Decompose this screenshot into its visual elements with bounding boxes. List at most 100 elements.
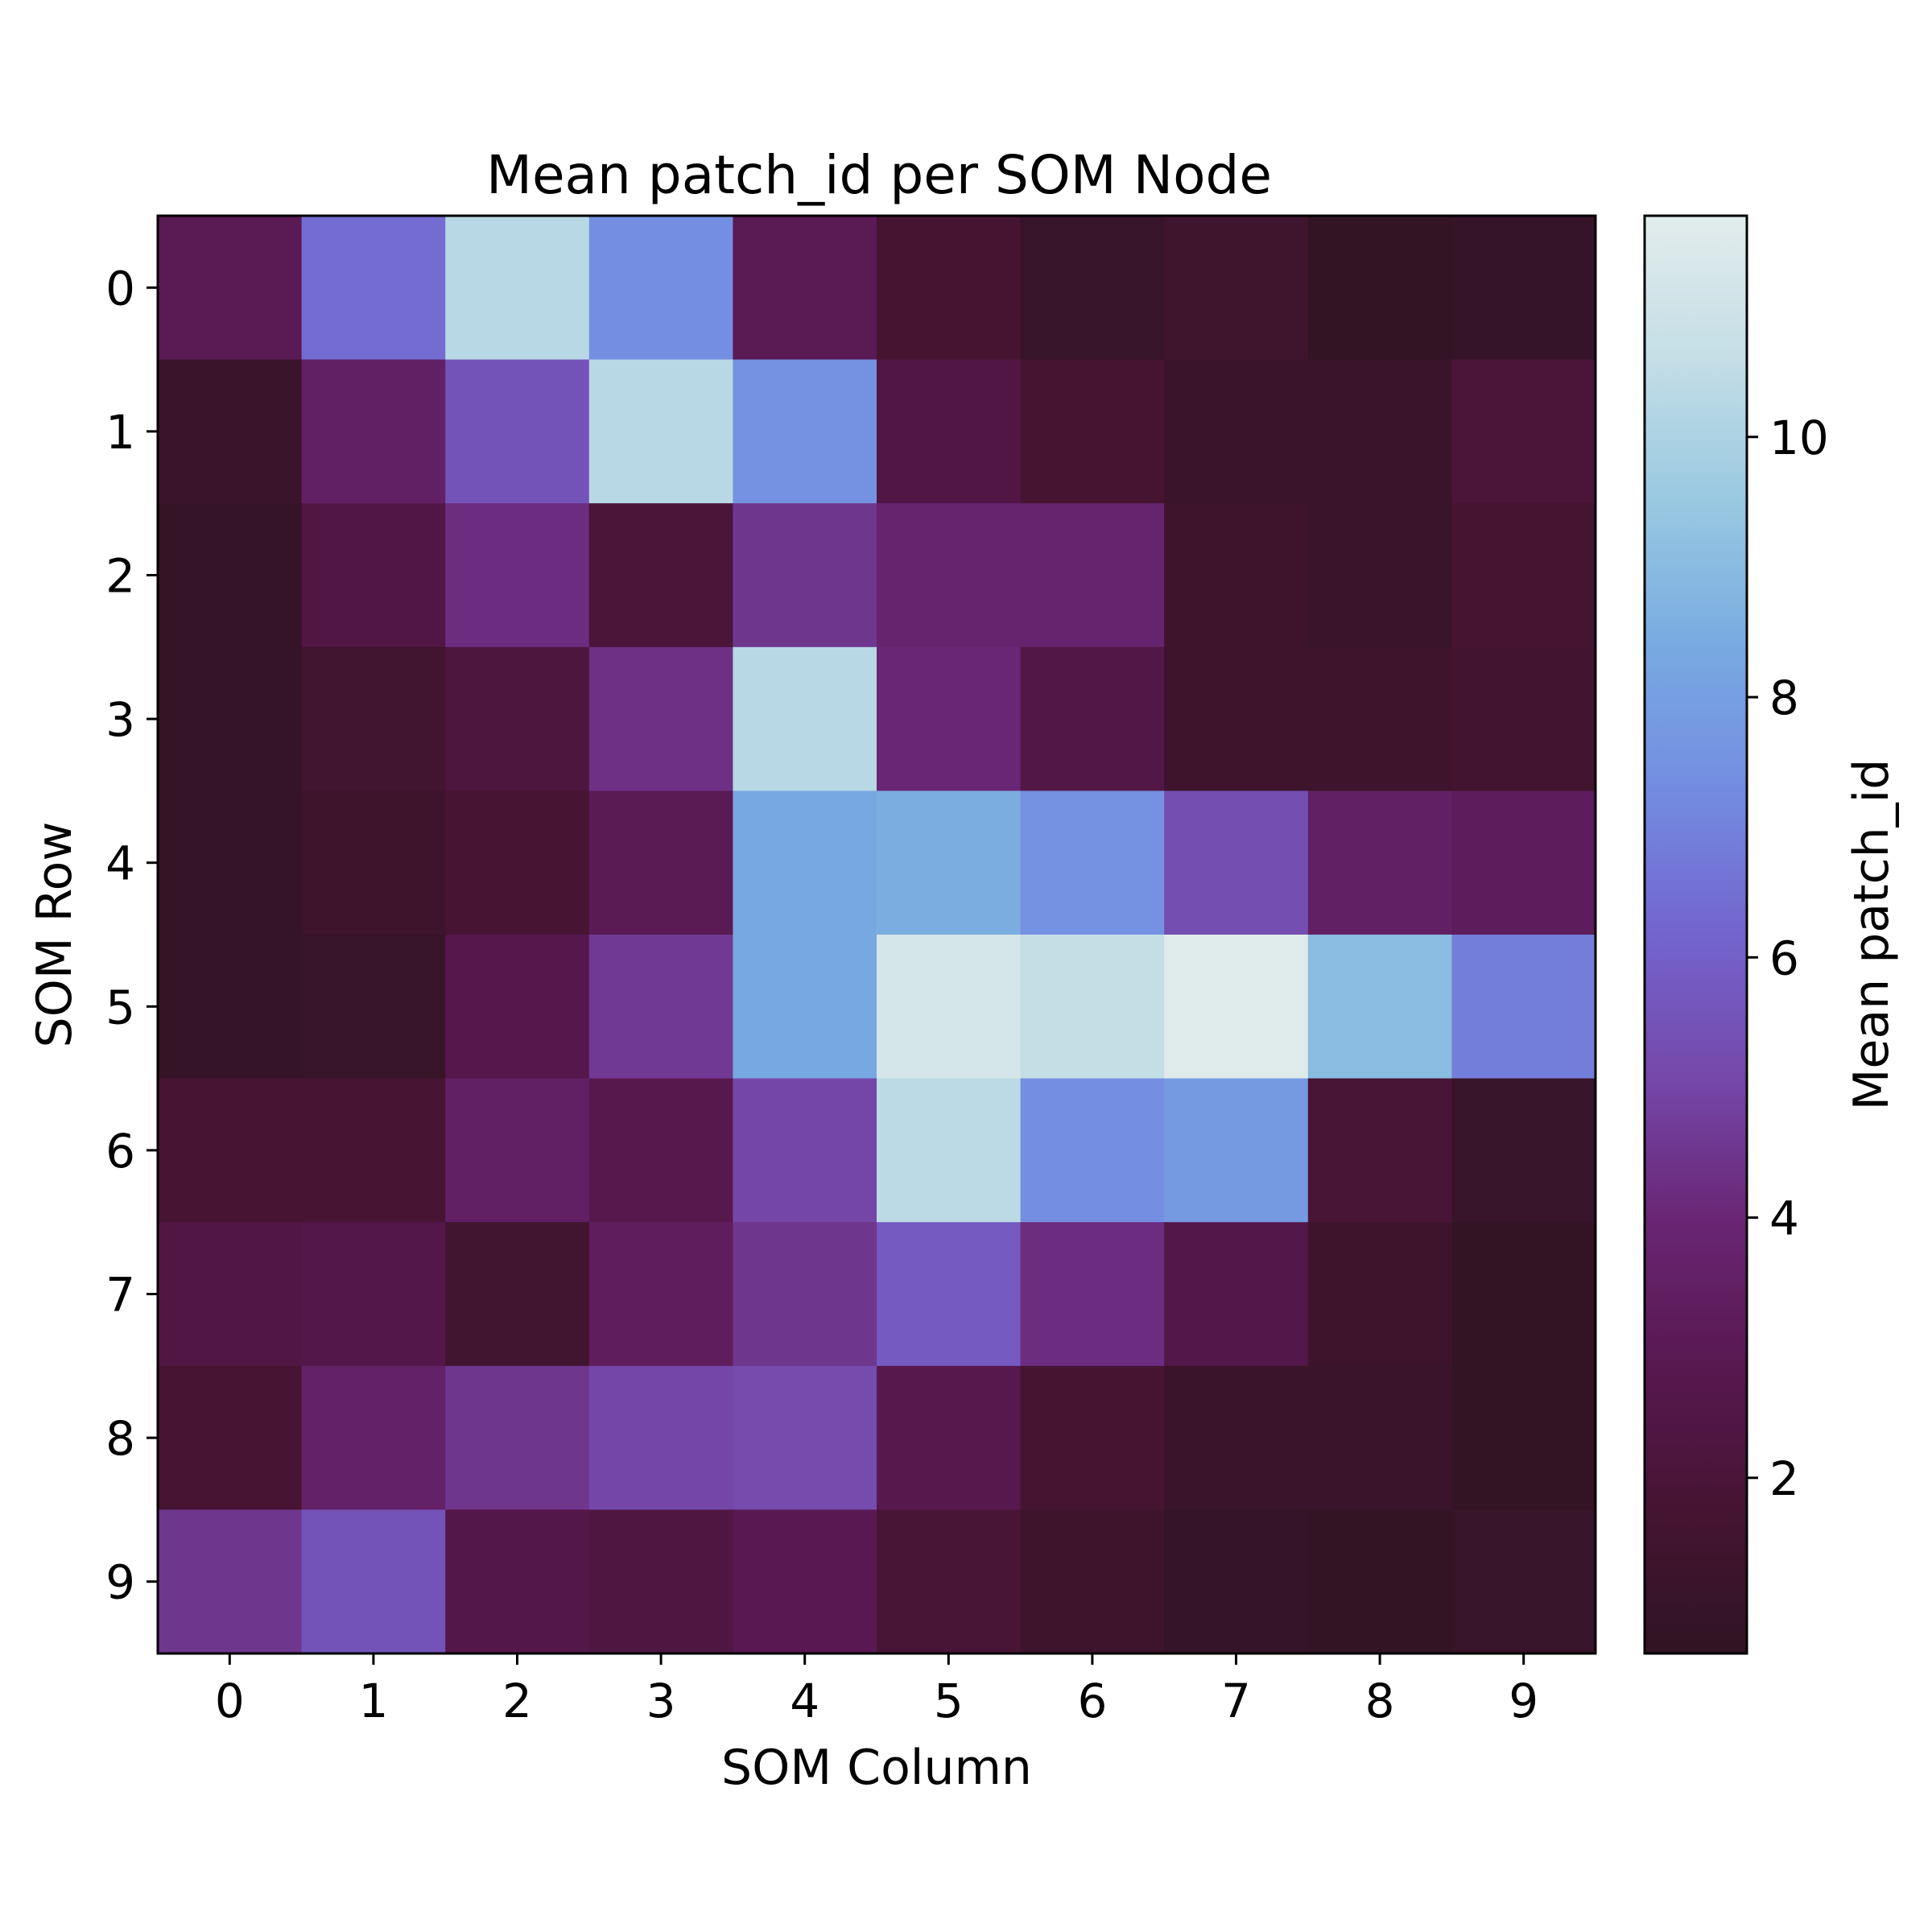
heatmap-cell — [877, 1078, 1022, 1223]
heatmap-cell — [301, 1509, 446, 1654]
heatmap-cell — [1451, 791, 1596, 935]
heatmap-cell — [1307, 1078, 1452, 1223]
heatmap-cell — [588, 359, 733, 504]
heatmap-cell — [588, 646, 733, 791]
heatmap-cell — [1164, 935, 1309, 1080]
heatmap-cell — [1020, 646, 1165, 791]
x-tick-label: 2 — [502, 1674, 532, 1728]
heatmap-cell — [1451, 359, 1596, 504]
x-tick-label: 7 — [1221, 1674, 1251, 1728]
colorbar-ticks: 2 4 6 8 10 — [1747, 411, 1829, 1506]
heatmap-cell — [588, 1078, 733, 1223]
heatmap-cell — [445, 1222, 590, 1367]
colorbar-tick-label: 4 — [1769, 1191, 1799, 1246]
heatmap-cell — [158, 791, 303, 935]
heatmap-cell — [877, 359, 1022, 504]
heatmap-cell — [733, 1078, 877, 1223]
heatmap-cell — [733, 359, 877, 504]
heatmap-cell — [1020, 503, 1165, 648]
x-tick-label: 8 — [1365, 1674, 1395, 1728]
heatmap-cell — [1307, 1365, 1452, 1510]
heatmap-cell — [1164, 1365, 1309, 1510]
heatmap-cell — [1307, 791, 1452, 935]
x-tick-label: 1 — [358, 1674, 388, 1728]
heatmap-cell — [877, 646, 1022, 791]
heatmap-cell — [1451, 935, 1596, 1080]
heatmap-cell — [733, 1509, 877, 1654]
heatmap-cell — [445, 216, 590, 361]
x-axis-ticks: 0 1 2 3 4 5 6 7 8 9 — [215, 1653, 1538, 1728]
heatmap-cell — [301, 935, 446, 1080]
heatmap-cell — [1307, 1509, 1452, 1654]
heatmap-cell — [158, 216, 303, 361]
x-tick-label: 9 — [1509, 1674, 1538, 1728]
heatmap-cell — [1451, 1222, 1596, 1367]
colorbar-tick-label: 10 — [1769, 411, 1829, 465]
heatmap-cell — [877, 503, 1022, 648]
heatmap-cell — [301, 216, 446, 361]
heatmap-cell — [588, 1222, 733, 1367]
x-tick-label: 4 — [790, 1674, 819, 1728]
heatmap-cell — [1307, 1222, 1452, 1367]
heatmap-cell — [1451, 1365, 1596, 1510]
heatmap-cell — [733, 1222, 877, 1367]
heatmap-cell — [877, 1365, 1022, 1510]
y-tick-label: 3 — [105, 692, 135, 747]
colorbar-tick-label: 2 — [1769, 1451, 1799, 1506]
heatmap-cells — [158, 216, 1596, 1654]
heatmap-cell — [588, 935, 733, 1080]
y-tick-label: 1 — [105, 405, 135, 460]
heatmap-cell — [158, 935, 303, 1080]
y-tick-label: 5 — [105, 980, 135, 1034]
heatmap-cell — [733, 503, 877, 648]
y-axis-label: SOM Row — [27, 822, 83, 1048]
heatmap-cell — [158, 646, 303, 791]
y-tick-label: 2 — [105, 549, 135, 604]
heatmap-cell — [877, 935, 1022, 1080]
y-tick-label: 4 — [105, 836, 135, 891]
heatmap-cell — [1020, 216, 1165, 361]
heatmap-cell — [1451, 646, 1596, 791]
heatmap-cell — [1451, 216, 1596, 361]
heatmap-cell — [1451, 503, 1596, 648]
x-tick-label: 6 — [1077, 1674, 1107, 1728]
heatmap-cell — [301, 503, 446, 648]
y-tick-label: 7 — [105, 1268, 135, 1323]
heatmap-cell — [1307, 646, 1452, 791]
heatmap-cell — [158, 1365, 303, 1510]
y-axis-ticks: 0 1 2 3 4 5 6 7 8 9 — [105, 261, 158, 1610]
heatmap-cell — [445, 1365, 590, 1510]
heatmap-cell — [733, 216, 877, 361]
heatmap-cell — [158, 503, 303, 648]
heatmap-cell — [1307, 216, 1452, 361]
heatmap-cell — [301, 646, 446, 791]
plot-frame — [156, 214, 1597, 1655]
heatmap-cell — [1020, 1078, 1165, 1223]
heatmap-cell — [1020, 1365, 1165, 1510]
heatmap-cell — [1020, 1222, 1165, 1367]
y-tick-label: 0 — [105, 261, 135, 316]
heatmap-cell — [1020, 1509, 1165, 1654]
colorbar-tick-label: 6 — [1769, 931, 1799, 985]
heatmap-cell — [733, 646, 877, 791]
heatmap-cell — [588, 791, 733, 935]
heatmap-cell — [733, 935, 877, 1080]
heatmap-cell — [1164, 359, 1309, 504]
y-tick-label: 8 — [105, 1411, 135, 1466]
heatmap-cell — [1020, 791, 1165, 935]
x-tick-label: 0 — [215, 1674, 245, 1728]
heatmap-cell — [588, 1365, 733, 1510]
y-tick-label: 6 — [105, 1124, 135, 1179]
heatmap-cell — [588, 216, 733, 361]
heatmap-cell — [1020, 359, 1165, 504]
heatmap-cell — [301, 359, 446, 504]
heatmap-cell — [1307, 359, 1452, 504]
x-tick-label: 5 — [934, 1674, 964, 1728]
heatmap-cell — [733, 1365, 877, 1510]
heatmap-cell — [1164, 1222, 1309, 1367]
x-tick-label: 3 — [646, 1674, 676, 1728]
heatmap-cell — [301, 1222, 446, 1367]
colorbar-tick-label: 8 — [1769, 671, 1799, 725]
y-tick-label: 9 — [105, 1555, 135, 1610]
heatmap-cell — [1164, 1509, 1309, 1654]
